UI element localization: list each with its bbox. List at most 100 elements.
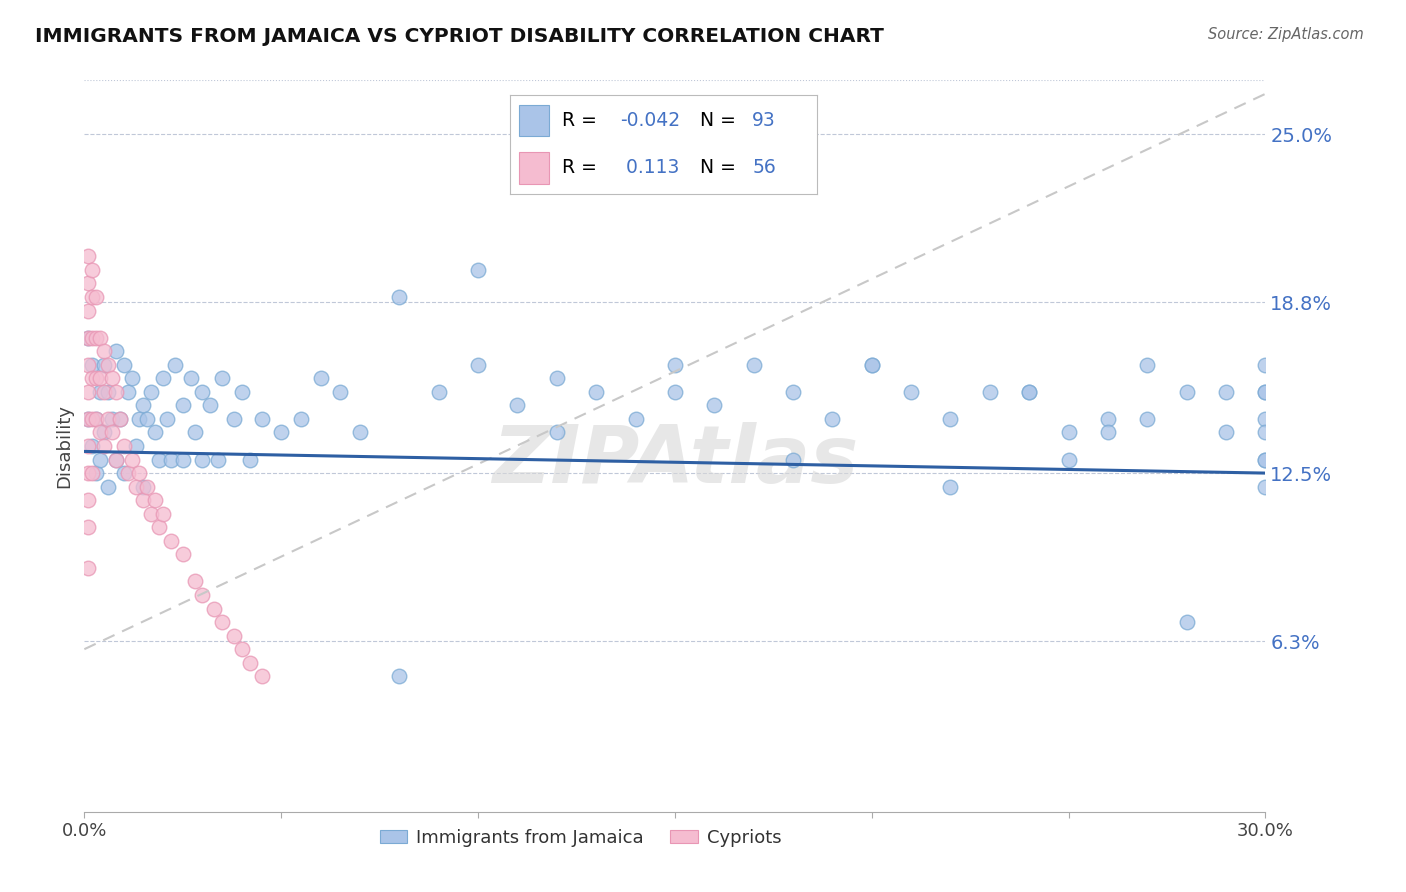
Point [141,384,163,399]
Point [77,412,100,426]
Point [143,425,166,440]
Point [77,358,100,372]
Point [97,480,120,494]
Point [136,412,159,426]
Point [1057,425,1080,440]
Point [84,412,107,426]
Point [84,290,107,304]
Point [939,480,962,494]
Point [191,384,214,399]
Point [121,371,143,385]
Point [141,507,163,521]
Point [82,371,104,385]
Point [82,412,104,426]
Point [1215,425,1237,440]
Point [77,384,100,399]
Point [101,412,124,426]
Text: IMMIGRANTS FROM JAMAICA VS CYPRIOT DISABILITY CORRELATION CHART: IMMIGRANTS FROM JAMAICA VS CYPRIOT DISAB… [35,27,884,45]
Point [77,331,100,345]
Point [329,384,352,399]
Point [163,358,186,372]
Point [77,331,100,345]
Point [82,358,104,372]
Point [1215,384,1237,399]
Point [104,384,127,399]
Point [1097,425,1119,440]
Point [1018,384,1040,399]
Legend: Immigrants from Jamaica, Cypriots: Immigrants from Jamaica, Cypriots [373,822,789,854]
Point [1175,615,1198,629]
Point [191,452,214,467]
Point [1175,384,1198,399]
Point [77,249,100,263]
Point [84,466,107,480]
Point [82,263,104,277]
Point [309,371,332,385]
Point [104,452,127,467]
Point [112,439,135,453]
Point [89,425,111,440]
Point [132,493,155,508]
Point [202,601,225,615]
Point [239,452,262,467]
Point [160,533,183,548]
Point [183,574,205,589]
Point [427,384,450,399]
Text: ZIPAtlas: ZIPAtlas [492,422,858,500]
Point [104,344,127,359]
Point [97,412,120,426]
Point [1136,412,1159,426]
Point [77,303,100,318]
Point [250,412,273,426]
Y-axis label: Disability: Disability [55,404,73,488]
Point [77,561,100,575]
Point [77,412,100,426]
Point [77,466,100,480]
Point [124,480,146,494]
Point [1097,412,1119,426]
Point [388,290,411,304]
Point [112,466,135,480]
Point [860,358,883,372]
Point [860,358,883,372]
Point [84,371,107,385]
Point [207,452,229,467]
Point [121,452,143,467]
Point [467,263,489,277]
Point [172,398,194,412]
Point [1254,452,1277,467]
Point [93,439,115,453]
Point [132,480,155,494]
Point [148,520,170,534]
Point [1254,358,1277,372]
Point [89,452,111,467]
Point [1254,384,1277,399]
Point [742,358,765,372]
Point [77,439,100,453]
Point [101,425,124,440]
Point [77,520,100,534]
Point [782,452,804,467]
Point [180,371,202,385]
Point [82,290,104,304]
Point [1018,384,1040,399]
Point [104,452,127,467]
Point [108,412,131,426]
Point [1254,412,1277,426]
Point [117,384,139,399]
Point [270,425,292,440]
Point [82,331,104,345]
Point [231,642,253,657]
Point [211,371,233,385]
Point [546,371,568,385]
Point [82,439,104,453]
Point [93,344,115,359]
Point [1254,425,1277,440]
Point [82,466,104,480]
Point [900,384,922,399]
Point [821,412,844,426]
Point [585,384,607,399]
Point [1254,384,1277,399]
Point [200,398,222,412]
Point [1254,452,1277,467]
